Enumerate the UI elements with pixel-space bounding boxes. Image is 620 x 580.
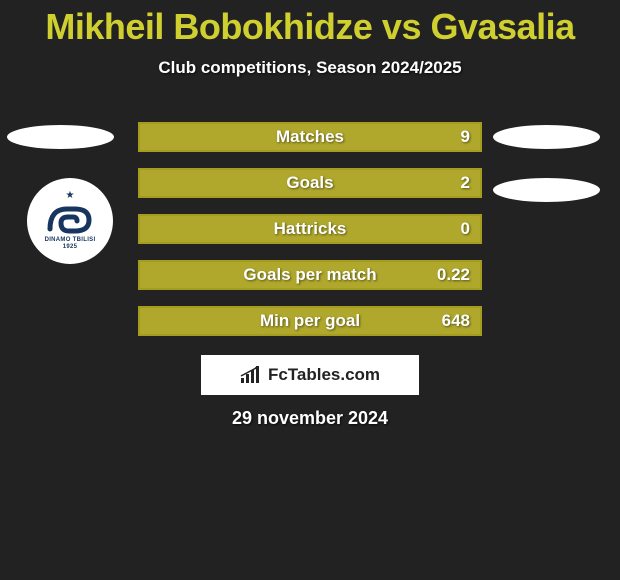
stat-label: Goals [140, 173, 480, 193]
logo-letter-icon [47, 203, 93, 235]
placeholder-oval-left [7, 125, 114, 149]
date-text: 29 november 2024 [0, 408, 620, 429]
stats-container: Matches 9 Goals 2 Hattricks 0 Goals per … [138, 122, 482, 352]
stat-row-hattricks: Hattricks 0 [138, 214, 482, 244]
logo-text: DINAMO TBILISI1925 [45, 237, 96, 250]
stat-row-goals: Goals 2 [138, 168, 482, 198]
stat-row-min-per-goal: Min per goal 648 [138, 306, 482, 336]
stat-value: 2 [461, 173, 470, 193]
stat-row-matches: Matches 9 [138, 122, 482, 152]
page-title: Mikheil Bobokhidze vs Gvasalia [0, 0, 620, 48]
stat-value: 0.22 [437, 265, 470, 285]
stat-row-goals-per-match: Goals per match 0.22 [138, 260, 482, 290]
bar-chart-icon [240, 366, 262, 384]
stat-label: Goals per match [140, 265, 480, 285]
stat-label: Matches [140, 127, 480, 147]
stat-value: 9 [461, 127, 470, 147]
brand-text: FcTables.com [268, 365, 380, 385]
subtitle: Club competitions, Season 2024/2025 [0, 58, 620, 78]
brand-badge: FcTables.com [201, 355, 419, 395]
star-icon: ★ [66, 191, 75, 201]
club-logo: ★ DINAMO TBILISI1925 [27, 178, 113, 264]
stat-value: 0 [461, 219, 470, 239]
placeholder-oval-right-1 [493, 125, 600, 149]
stat-label: Min per goal [140, 311, 480, 331]
stat-label: Hattricks [140, 219, 480, 239]
stat-value: 648 [442, 311, 470, 331]
placeholder-oval-right-2 [493, 178, 600, 202]
